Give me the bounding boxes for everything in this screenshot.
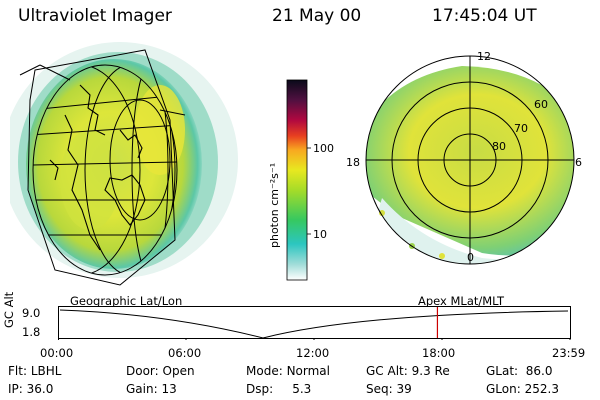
timeline-y-tick-high: 9.0	[22, 306, 41, 320]
colorbar-tick-100: 100	[313, 142, 334, 155]
mlt-label-6: 6	[575, 156, 582, 169]
status-filter: Flt: LBHL	[8, 364, 62, 378]
timeline-x-tick-2359: 23:59	[552, 346, 586, 360]
timeline-left-title: Geographic Lat/Lon	[70, 294, 183, 308]
status-ip: IP: 36.0	[8, 382, 54, 396]
mlt-label-12: 12	[477, 50, 491, 63]
status-dsp: Dsp: 5.3	[246, 382, 312, 396]
mlt-label-0: 0	[467, 251, 474, 264]
status-door: Door: Open	[126, 364, 195, 378]
mlat-label-60: 60	[534, 98, 548, 111]
image-time: 17:45:04 UT	[432, 6, 537, 26]
altitude-timeline	[58, 306, 571, 340]
image-title: Ultraviolet Imager	[18, 6, 172, 26]
timeline-x-tick-1200: 12:00	[296, 346, 330, 360]
mlt-label-18: 18	[346, 156, 360, 169]
colorbar: 100 10 photon cm⁻²s⁻¹	[268, 79, 334, 281]
timeline-y-tick-low: 1.8	[22, 325, 41, 339]
timeline-right-title: Apex MLat/MLT	[418, 294, 505, 308]
timeline-x-tick-0000: 00:00	[40, 346, 74, 360]
status-gain: Gain: 13	[126, 382, 177, 396]
colorbar-unit-label: photon cm⁻²s⁻¹	[268, 163, 281, 248]
polar-mlat-mlt-plot: 12 18 6 0 60 70 80	[346, 50, 582, 265]
timeline-x-tick-1800: 18:00	[422, 346, 456, 360]
mlat-label-80: 80	[492, 140, 506, 153]
colorbar-tick-10: 10	[313, 228, 327, 241]
timeline-x-tick-0600: 06:00	[168, 346, 202, 360]
geographic-globe-image	[10, 42, 238, 286]
mlat-label-70: 70	[514, 122, 528, 135]
status-glat: GLat: 86.0	[486, 364, 553, 378]
status-seq: Seq: 39	[366, 382, 412, 396]
image-date: 21 May 00	[272, 6, 362, 26]
status-mode: Mode: Normal	[246, 364, 330, 378]
status-gc-alt: GC Alt: 9.3 Re	[366, 364, 450, 378]
status-glon: GLon: 252.3	[486, 382, 559, 396]
timeline-y-axis-title: GC Alt	[2, 291, 16, 328]
